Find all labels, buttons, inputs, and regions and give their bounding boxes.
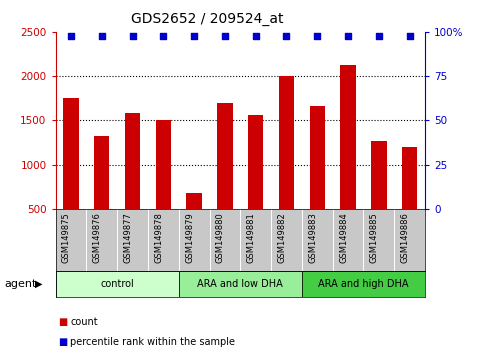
Bar bbox=[310, 106, 325, 253]
Text: agent: agent bbox=[5, 279, 37, 289]
Bar bbox=[402, 147, 417, 253]
Point bbox=[159, 34, 167, 39]
Text: GSM149881: GSM149881 bbox=[247, 212, 256, 263]
Bar bbox=[248, 115, 263, 253]
Text: GSM149885: GSM149885 bbox=[370, 212, 379, 263]
Point bbox=[128, 34, 136, 39]
Bar bbox=[371, 141, 386, 253]
Text: GSM149875: GSM149875 bbox=[62, 212, 71, 263]
Text: GSM149884: GSM149884 bbox=[339, 212, 348, 263]
Bar bbox=[217, 103, 233, 253]
Text: percentile rank within the sample: percentile rank within the sample bbox=[70, 337, 235, 347]
Text: GSM149878: GSM149878 bbox=[154, 212, 163, 263]
Bar bbox=[63, 98, 79, 253]
Bar bbox=[156, 120, 171, 253]
Bar bbox=[56, 271, 179, 297]
Point bbox=[221, 34, 229, 39]
Point bbox=[313, 34, 321, 39]
Text: GSM149882: GSM149882 bbox=[277, 212, 286, 263]
Point bbox=[98, 34, 106, 39]
Point bbox=[375, 34, 383, 39]
Text: GSM149877: GSM149877 bbox=[124, 212, 132, 263]
Point bbox=[252, 34, 259, 39]
Point bbox=[190, 34, 198, 39]
Point bbox=[406, 34, 413, 39]
Bar bbox=[94, 136, 110, 253]
Text: ■: ■ bbox=[58, 337, 67, 347]
Text: ▶: ▶ bbox=[35, 279, 43, 289]
Text: count: count bbox=[70, 317, 98, 327]
Point bbox=[344, 34, 352, 39]
Bar bbox=[302, 271, 425, 297]
Text: GSM149886: GSM149886 bbox=[400, 212, 410, 263]
Bar bbox=[186, 193, 202, 253]
Text: GSM149883: GSM149883 bbox=[308, 212, 317, 263]
Text: control: control bbox=[100, 279, 134, 289]
Text: GDS2652 / 209524_at: GDS2652 / 209524_at bbox=[131, 12, 284, 27]
Text: ARA and high DHA: ARA and high DHA bbox=[318, 279, 409, 289]
Text: GSM149876: GSM149876 bbox=[93, 212, 102, 263]
Bar bbox=[279, 76, 294, 253]
Bar bbox=[179, 271, 302, 297]
Point bbox=[67, 34, 75, 39]
Bar bbox=[125, 113, 140, 253]
Text: ARA and low DHA: ARA and low DHA bbox=[198, 279, 283, 289]
Bar bbox=[341, 65, 356, 253]
Text: GSM149880: GSM149880 bbox=[216, 212, 225, 263]
Text: ■: ■ bbox=[58, 317, 67, 327]
Text: GSM149879: GSM149879 bbox=[185, 212, 194, 263]
Point bbox=[283, 34, 290, 39]
